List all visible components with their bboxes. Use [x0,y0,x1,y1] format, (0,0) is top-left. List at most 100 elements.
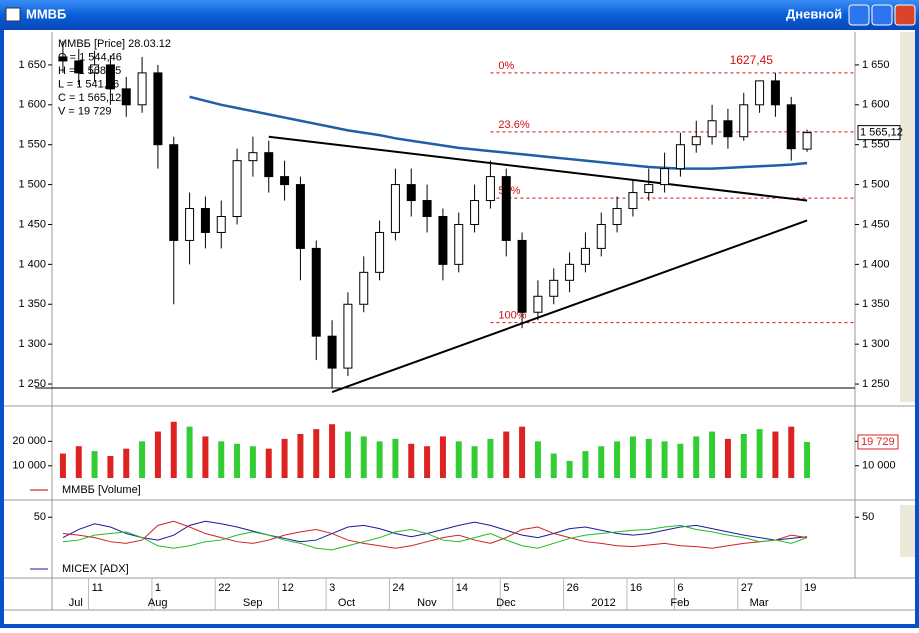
volume-bar [645,438,652,478]
y-tick-label: 1 400 [862,258,890,270]
volume-bar [202,436,209,478]
volume-bar [455,441,462,478]
legend-text: H = 1 568,85 [58,65,121,77]
maximize-button[interactable] [871,4,893,26]
candle-body [105,64,115,90]
volume-bar [439,436,446,478]
legend-text: ММВБ [Volume] [62,484,141,496]
y-tick-label: 1 500 [18,178,46,190]
x-tick-label: 3 [329,582,335,594]
y-tick-label: 10 000 [862,460,896,472]
last-volume-box [857,434,899,450]
y-tick-label: 10 000 [12,460,46,472]
volume-bar [566,460,573,478]
volume-bar [265,448,272,478]
volume-bar [313,429,320,478]
volume-bar [408,443,415,478]
y-tick-label: 1 600 [18,99,46,111]
scrollbar[interactable] [900,32,915,402]
volume-bar [75,446,82,478]
close-button[interactable] [894,4,916,26]
volume-bar [471,446,478,478]
y-tick-label: 1 500 [862,178,890,190]
y-tick-label: 1 450 [18,218,46,230]
candle-body [691,136,701,146]
x-tick-label: 5 [503,582,509,594]
candle-body [406,184,416,202]
y-tick-label: 50 [862,511,874,523]
indicator-line [62,524,808,551]
y-tick-label: 1 550 [862,139,890,151]
candle-body [390,184,400,233]
candle-body [755,80,765,106]
volume-bar [249,446,256,478]
volume-bar [772,431,779,478]
candle-body [90,64,100,74]
scrollbar[interactable] [900,505,915,557]
candle-body [485,176,495,202]
volume-bar [392,438,399,478]
volume-bar [788,426,795,478]
candle-body [580,247,590,265]
candle-body [802,132,812,150]
candle-body [596,223,606,249]
volume-bar [297,434,304,478]
y-tick-label: 20 000 [12,435,46,447]
timeframe[interactable]: Дневной [786,6,842,21]
volume-bar [661,441,668,478]
candle-body [327,335,337,369]
candle-body [74,60,84,74]
candle-body [343,303,353,369]
candle-body [375,231,385,273]
x-month-label: Dec [496,597,516,609]
x-tick-label: 22 [218,582,230,594]
y-tick-label: 1 550 [18,139,46,151]
candle-body [533,295,543,313]
minimize-button[interactable] [848,4,870,26]
x-month-label: Sep [243,597,263,609]
volume-bar [170,421,177,478]
volume-bar [598,446,605,478]
candle-body [644,184,654,194]
volume-bar [582,451,589,478]
x-tick-label: 14 [456,582,468,594]
candle-body [517,239,527,313]
x-month-label: 2012 [591,597,615,609]
candle-body [549,279,559,297]
volume-bar [629,436,636,478]
x-tick-label: 11 [92,582,103,594]
candle-body [707,120,717,138]
x-month-label: Mar [750,597,769,609]
volume-bar [139,441,146,478]
y-tick-label: 1 600 [862,99,890,111]
candle-body [311,247,321,337]
window-title: ММВБ [26,6,66,21]
title-bar [0,0,919,30]
indicator-line [62,520,808,543]
y-tick-label: 1 250 [862,378,890,390]
indicator-line [62,520,808,549]
fib-label: 0% [498,60,514,72]
candle-body [169,144,179,241]
candle-body [612,208,622,225]
candle-body [232,160,242,217]
x-tick-label: 24 [392,582,404,594]
x-tick-label: 19 [804,582,816,594]
volume-bar [534,441,541,478]
volume-bar [614,441,621,478]
volume-bar [234,443,241,478]
y-tick-label: 50 [34,511,46,523]
candle-body [137,72,147,106]
candle-body [454,223,464,265]
volume-bar [804,441,811,478]
volume-bar [693,436,700,478]
volume-bar [123,448,130,478]
candle-body [770,80,780,106]
volume-bar [677,443,684,478]
y-tick-label: 1 400 [18,258,46,270]
candle-body [675,144,685,170]
x-month-label: Oct [338,597,355,609]
trendline [268,135,808,202]
volume-bar [424,446,431,478]
